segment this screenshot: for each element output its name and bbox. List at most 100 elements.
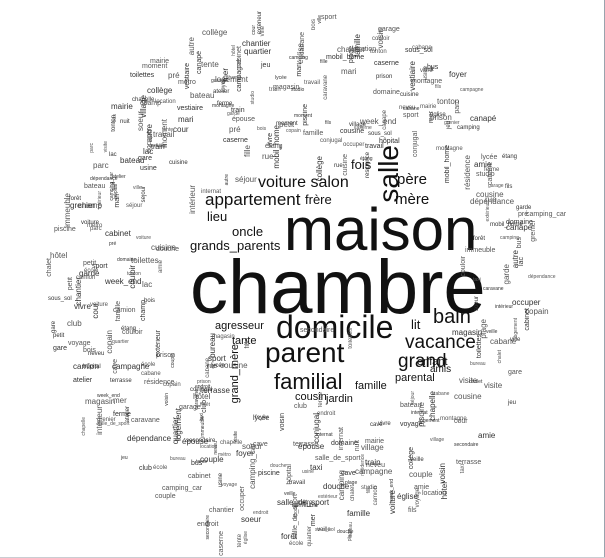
cloud-minor-word: cabane xyxy=(299,32,306,55)
cloud-minor-word: douche xyxy=(156,246,179,253)
cloud-minor-word: toilettes xyxy=(131,256,159,265)
cloud-minor-word: voisin xyxy=(279,413,286,431)
cloud-minor-word: école xyxy=(153,465,168,471)
cloud-minor-word: prison xyxy=(197,379,211,385)
cloud-word-frere: frère xyxy=(305,192,332,207)
cloud-minor-word: mari xyxy=(178,115,194,124)
cloud-minor-word: neveu xyxy=(88,351,105,357)
cloud-word-lieu: lieu xyxy=(207,209,228,224)
cloud-minor-word: mer xyxy=(221,68,230,82)
cloud-minor-word: sous_sol xyxy=(368,131,392,137)
cloud-minor-word: taxi xyxy=(310,463,323,472)
cloud-minor-word: sport xyxy=(208,354,226,363)
cloud-minor-word: endroit xyxy=(195,384,211,390)
cloud-minor-word: bus xyxy=(191,460,203,467)
cloud-minor-word: épouse xyxy=(182,437,209,446)
cloud-minor-word: camping xyxy=(457,125,480,131)
cloud-minor-word: caserne xyxy=(354,125,372,131)
cloud-minor-word: gare xyxy=(53,345,68,352)
cloud-minor-word: amie xyxy=(414,484,430,491)
cloud-minor-word: hôpital xyxy=(379,138,400,145)
cloud-minor-word: grenier xyxy=(70,201,95,210)
cloud-minor-word: tente xyxy=(162,127,174,133)
cloud-minor-word: fille xyxy=(243,145,252,158)
cloud-minor-word: cave xyxy=(112,359,119,374)
cloud-minor-word: ferme xyxy=(217,101,233,107)
cloud-minor-word: couple xyxy=(200,455,224,464)
cloud-minor-word: bateau xyxy=(400,402,422,409)
cloud-minor-word: atelier xyxy=(112,174,126,180)
cloud-minor-word: visite xyxy=(233,431,239,443)
cloud-minor-word: nuit xyxy=(424,67,434,73)
cloud-minor-word: bois xyxy=(257,126,267,132)
cloud-minor-word: neveu xyxy=(366,462,386,469)
cloud-minor-word: copain xyxy=(163,382,181,388)
cloud-word-parent: parent xyxy=(265,337,345,368)
cloud-minor-word: conjugal xyxy=(320,138,343,144)
cloud-minor-word: terrasse xyxy=(456,459,482,466)
cloud-minor-word: secondaire xyxy=(186,438,216,444)
cloud-minor-word: gare xyxy=(508,369,523,376)
cloud-minor-word: mobil_home xyxy=(272,125,281,169)
cloud-minor-word: foyer xyxy=(236,449,254,458)
cloud-minor-word: couloir xyxy=(372,36,390,42)
cloud-minor-word: studio xyxy=(361,485,378,491)
cloud-minor-word: nuit xyxy=(120,119,130,125)
cloud-minor-word: séjour xyxy=(235,175,257,184)
cloud-minor-word: occuper xyxy=(343,142,365,148)
cloud-minor-word: chalet xyxy=(497,350,503,364)
cloud-minor-word: ferme xyxy=(484,167,500,173)
cloud-minor-word: internat xyxy=(411,410,428,416)
cloud-minor-word: fils xyxy=(408,507,417,514)
cloud-minor-word: campagne xyxy=(460,87,484,93)
cloud-minor-word: vestiaire xyxy=(408,61,417,91)
cloud-minor-word: mobil_home xyxy=(326,54,365,61)
cloud-minor-word: intérieur xyxy=(495,304,514,310)
cloud-minor-word: couple xyxy=(155,493,176,500)
cloud-minor-word: dépendance xyxy=(127,434,172,443)
cloud-minor-word: veille xyxy=(317,527,331,533)
cloud-minor-word: douche xyxy=(323,482,350,491)
cloud-minor-word: foyer xyxy=(255,415,269,421)
cloud-minor-word: bus xyxy=(427,64,439,71)
cloud-minor-word: sous_sol xyxy=(48,296,72,302)
cloud-minor-word: garde xyxy=(516,205,532,211)
cloud-minor-word: sport xyxy=(403,112,419,119)
cloud-minor-word: immeuble xyxy=(292,503,319,509)
cloud-minor-word: mobil_home xyxy=(444,145,451,184)
cloud-minor-word: vivre xyxy=(420,68,433,74)
cloud-word-famille: famille xyxy=(355,380,387,392)
cloud-minor-word: visite xyxy=(459,376,478,385)
cloud-minor-word: grenier xyxy=(530,220,537,242)
cloud-minor-word: forêt xyxy=(200,402,211,408)
cloud-minor-word: chapelle xyxy=(428,391,437,421)
cloud-minor-word: neveu xyxy=(399,105,416,111)
cloud-minor-word: montagne xyxy=(440,416,467,422)
cloud-minor-word: club xyxy=(139,465,152,472)
cloud-minor-word: secondaire xyxy=(454,442,479,448)
cloud-minor-word: caserne xyxy=(374,60,399,67)
cloud-word-fois: fois xyxy=(351,157,372,172)
cloud-minor-word: sous_sol xyxy=(405,47,433,54)
cloud-minor-word: visite xyxy=(103,141,109,153)
cloud-minor-word: jeu xyxy=(261,62,271,69)
cloud-minor-word: épouse xyxy=(298,442,325,451)
cloud-minor-word: mairie xyxy=(111,102,133,111)
cloud-minor-word: chantier xyxy=(242,39,271,48)
cloud-minor-word: bois xyxy=(144,298,156,304)
cloud-minor-word: chapelle xyxy=(81,417,87,436)
cloud-minor-word: dépendance xyxy=(90,176,118,182)
cloud-minor-word: cour xyxy=(454,418,468,425)
cloud-word-mere: mère xyxy=(395,191,430,208)
cloud-minor-word: voisin xyxy=(438,463,447,484)
cloud-minor-word: parc xyxy=(93,161,109,170)
cloud-minor-word: internat xyxy=(201,189,222,195)
cloud-minor-word: bateau xyxy=(84,183,106,190)
cloud-minor-word: étang xyxy=(121,326,137,332)
cloud-minor-word: mairie xyxy=(365,438,385,445)
cloud-minor-word: chantier xyxy=(209,507,234,514)
cloud-minor-word: fille xyxy=(244,338,251,349)
cloud-minor-word: tente xyxy=(201,60,219,69)
cloud-minor-word: studio xyxy=(250,91,256,105)
cloud-minor-word: veille xyxy=(410,457,424,463)
